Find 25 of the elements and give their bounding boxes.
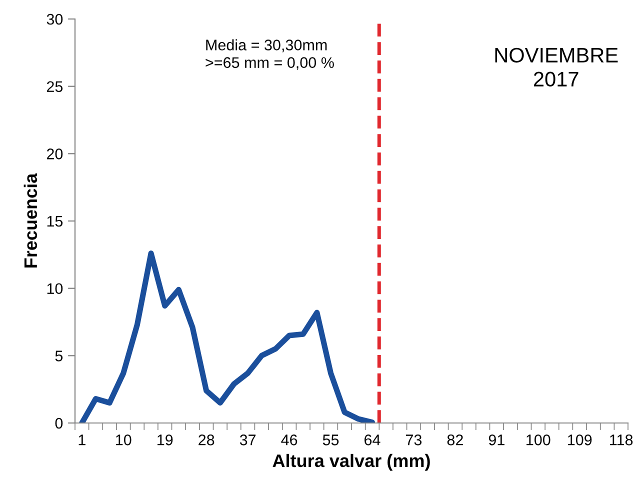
y-tick-label: 20 [46,148,63,160]
x-tick-label: 1 [78,434,86,446]
x-axis-title: Altura valvar (mm) [272,454,430,471]
x-tick-label: 46 [281,434,298,446]
x-tick-label: 118 [610,434,633,446]
y-axis-title: Frecuencia [24,173,38,268]
x-tick-label: 91 [488,434,504,446]
y-tick-label: 10 [47,283,63,294]
x-tick-label: 82 [447,434,463,446]
y-tick-label: 30 [46,14,63,25]
y-tick-label: 0 [55,418,63,429]
annotation: NOVIEMBRE 2017 [495,48,618,87]
x-tick-label: 100 [526,434,550,446]
x-tick-label: 10 [116,434,132,446]
x-tick-label: 19 [158,434,173,446]
x-tick-label: 37 [240,434,256,446]
y-tick-label: 15 [47,216,63,227]
y-tick-label: 5 [55,350,63,362]
x-tick-label: 64 [364,434,380,446]
x-tick-label: 55 [322,434,339,446]
x-tick-label: 73 [406,434,422,446]
x-tick-label: 109 [568,434,592,446]
y-tick-label: 25 [46,81,63,92]
x-tick-label: 28 [198,434,214,446]
annotation: Media = 30,30mm >=65 mm = 0,00 % [206,39,334,70]
